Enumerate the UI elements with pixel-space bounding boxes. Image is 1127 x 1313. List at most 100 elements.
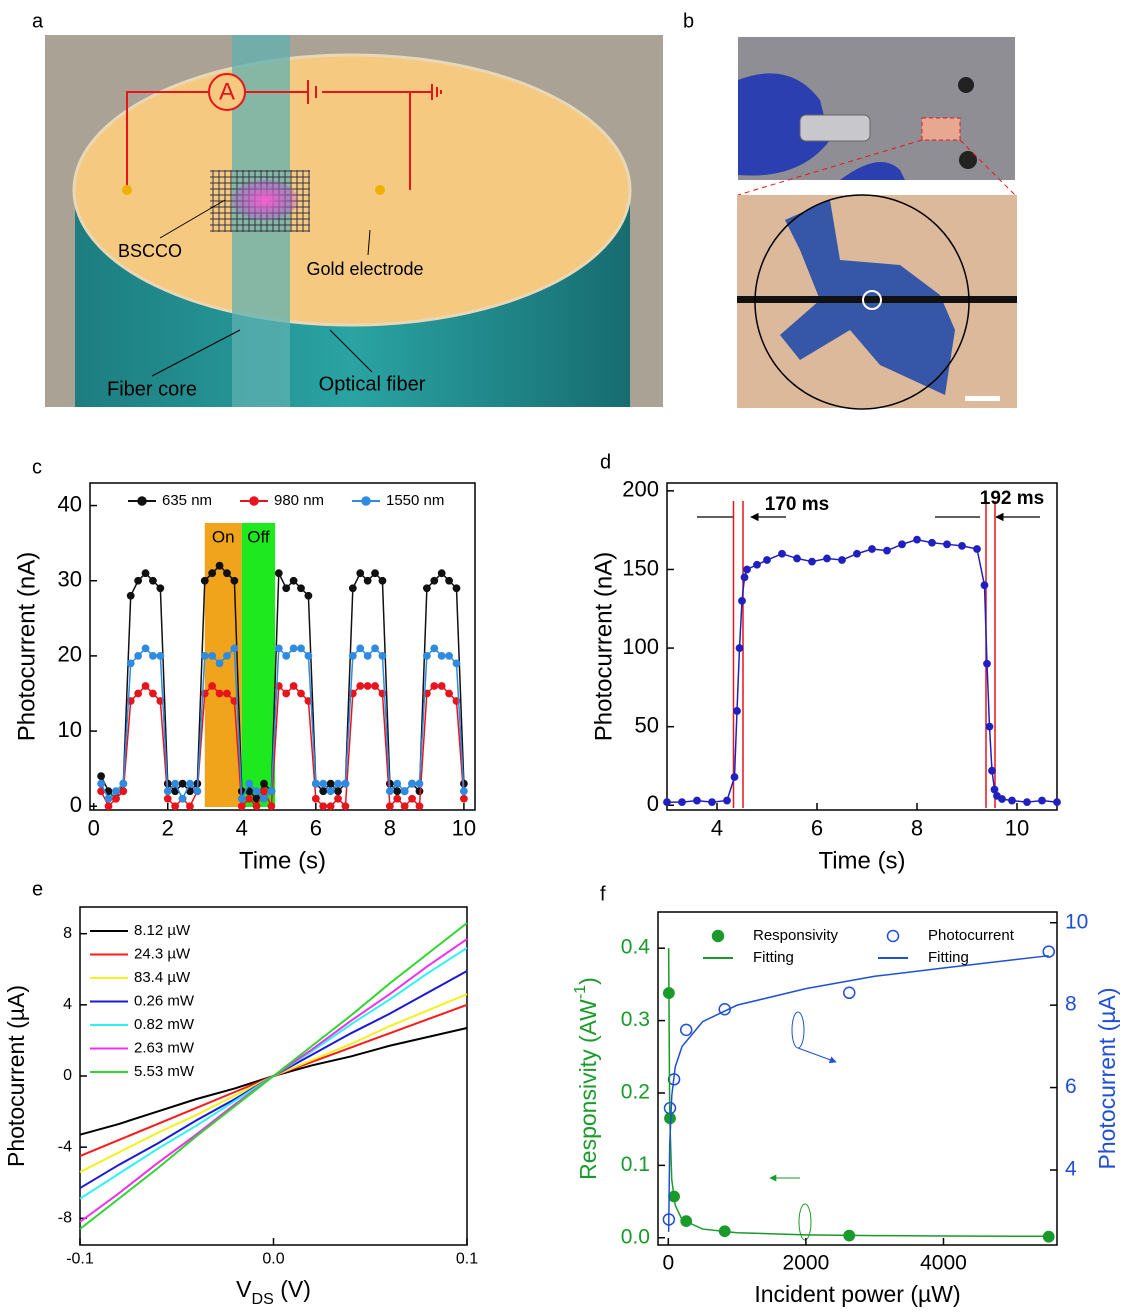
data-point bbox=[112, 787, 120, 796]
data-point bbox=[679, 1023, 693, 1037]
data-point bbox=[445, 576, 453, 585]
data-point bbox=[200, 576, 209, 585]
data-point bbox=[898, 540, 906, 549]
data-point bbox=[156, 651, 165, 660]
data-point bbox=[304, 697, 313, 705]
data-point bbox=[223, 651, 231, 660]
data-point bbox=[134, 576, 143, 585]
x-tick-label: 4000 bbox=[920, 1251, 967, 1274]
data-point bbox=[740, 573, 749, 582]
data-point bbox=[371, 682, 379, 690]
panel-a: A BSCCO Gold electrode Fiber core Optica… bbox=[45, 35, 663, 407]
data-point bbox=[237, 802, 246, 811]
data-point bbox=[363, 651, 372, 660]
data-point bbox=[171, 779, 180, 788]
legend-label: 24.3 µW bbox=[134, 945, 191, 962]
data-point bbox=[319, 802, 328, 811]
ammeter-label: A bbox=[219, 78, 235, 105]
data-point bbox=[943, 540, 951, 549]
data-point bbox=[378, 651, 387, 660]
data-point bbox=[808, 557, 816, 566]
data-point bbox=[985, 722, 994, 731]
data-point bbox=[149, 576, 157, 585]
x-tick-label: 0 bbox=[662, 1251, 674, 1274]
y-tick-label: 40 bbox=[58, 491, 82, 516]
panel-label: e bbox=[32, 878, 43, 900]
axis-label: Time (s) bbox=[239, 847, 326, 874]
data-point bbox=[430, 644, 439, 653]
data-point bbox=[178, 779, 187, 788]
data-point bbox=[708, 798, 716, 807]
legend-label: 0.26 mW bbox=[134, 992, 195, 1009]
core-outline bbox=[862, 290, 882, 310]
data-point bbox=[252, 802, 261, 811]
data-point bbox=[385, 802, 394, 811]
data-point bbox=[319, 779, 328, 788]
data-point bbox=[289, 576, 298, 585]
data-point bbox=[958, 541, 966, 550]
y-tick-label: 10 bbox=[58, 717, 82, 742]
data-point bbox=[178, 794, 187, 803]
light-spot bbox=[232, 180, 298, 220]
axis-label-part: V bbox=[236, 1276, 252, 1302]
y-tick-label: 8 bbox=[63, 925, 72, 942]
axis-label: Photocurrent (nA) bbox=[13, 552, 40, 741]
x-tick-label: 10 bbox=[1005, 816, 1029, 841]
y-tick-label: 0.1 bbox=[621, 1153, 650, 1176]
battery-ground bbox=[307, 80, 442, 104]
data-point bbox=[289, 682, 298, 690]
legend-label: 1550 nm bbox=[386, 492, 444, 509]
ammeter bbox=[208, 73, 246, 111]
data-point bbox=[134, 651, 143, 660]
plot-frame bbox=[89, 482, 476, 811]
data-point bbox=[126, 591, 135, 600]
data-point bbox=[823, 554, 831, 563]
x-tick-label: 2 bbox=[162, 816, 174, 841]
data-point bbox=[430, 576, 439, 585]
annotation: Optical fiber bbox=[319, 373, 426, 395]
y-tick-label: 0.4 bbox=[621, 936, 651, 959]
data-point bbox=[171, 802, 180, 811]
legend-marker bbox=[361, 496, 371, 506]
legend-label: Photocurrent bbox=[928, 927, 1015, 944]
data-point bbox=[230, 644, 239, 653]
data-point bbox=[430, 682, 439, 690]
scale-bar bbox=[965, 396, 1000, 401]
series-line bbox=[100, 564, 465, 800]
data-point bbox=[97, 779, 106, 788]
data-point bbox=[186, 779, 194, 788]
data-point bbox=[223, 569, 231, 578]
data-point bbox=[928, 538, 936, 547]
annotation: BSCCO bbox=[118, 241, 182, 261]
x-tick-label: 0.1 bbox=[456, 1251, 478, 1268]
panel-label: f bbox=[600, 883, 606, 905]
data-point bbox=[842, 986, 856, 1000]
data-point bbox=[104, 794, 113, 803]
data-point bbox=[208, 682, 217, 690]
series-line bbox=[667, 538, 1058, 803]
data-point bbox=[319, 787, 328, 796]
legend-marker bbox=[249, 496, 259, 506]
data-point bbox=[437, 651, 446, 660]
data-point bbox=[311, 794, 320, 803]
x-tick-label: -0.1 bbox=[66, 1251, 94, 1268]
x-tick-label: 6 bbox=[310, 816, 322, 841]
axis-label: VDS (V) bbox=[236, 1276, 311, 1308]
y-tick-label: 4 bbox=[1065, 1158, 1077, 1181]
data-point bbox=[1038, 796, 1046, 805]
axis-label: Photocurrent (nA) bbox=[590, 552, 617, 741]
region-label: On bbox=[212, 527, 235, 546]
data-point bbox=[274, 644, 283, 653]
legend-label: 635 nm bbox=[162, 492, 212, 509]
data-point bbox=[267, 802, 276, 811]
legend-label: 8.12 µW bbox=[134, 922, 191, 939]
data-point bbox=[415, 802, 424, 811]
fiber-outline bbox=[754, 194, 970, 410]
data-point bbox=[304, 651, 313, 660]
axis-label-part: DS bbox=[251, 1290, 273, 1308]
y-tick-label: 6 bbox=[1065, 1075, 1077, 1098]
y-tick-label: 8 bbox=[1065, 993, 1077, 1016]
x-tick-label: 10 bbox=[452, 816, 476, 841]
legend-label: 980 nm bbox=[274, 492, 324, 509]
arrows bbox=[697, 517, 1040, 1241]
